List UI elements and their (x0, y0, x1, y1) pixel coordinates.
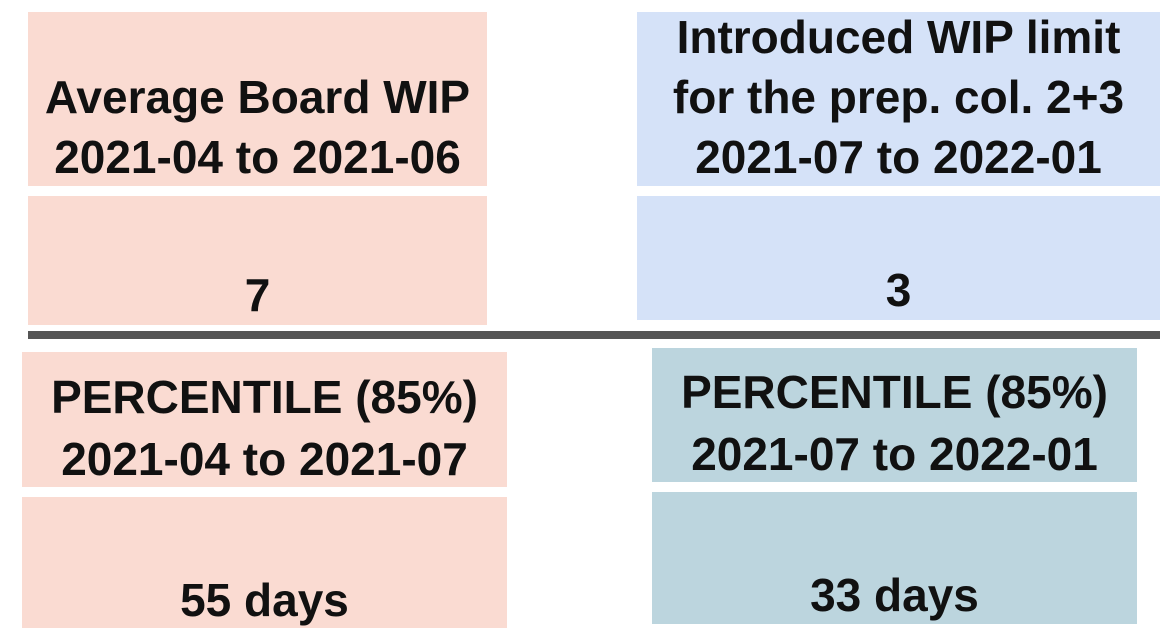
title-line: for the prep. col. 2+3 (672, 71, 1125, 123)
value-box: 3 (637, 196, 1160, 320)
value-box: 33 days (652, 492, 1137, 624)
value-box: 55 days (22, 497, 507, 628)
title-line: 2021-04 to 2021-07 (61, 433, 468, 485)
title-line: 2021-07 to 2022-01 (695, 131, 1102, 183)
title-box: PERCENTILE (85%) 2021-04 to 2021-07 (22, 352, 507, 487)
value: 7 (244, 269, 271, 321)
value: 33 days (810, 569, 979, 621)
title-box: Average Board WIP 2021-04 to 2021-06 (28, 12, 487, 186)
value: 55 days (180, 574, 349, 626)
title-box: Introduced WIP limit for the prep. col. … (637, 12, 1160, 186)
title-line: PERCENTILE (85%) (681, 366, 1108, 418)
value-box: 7 (28, 196, 487, 325)
separator (28, 331, 1160, 339)
title-line: 2021-04 to 2021-06 (54, 131, 461, 183)
title-line: Introduced WIP limit (676, 11, 1121, 63)
title-line: PERCENTILE (85%) (51, 371, 478, 423)
title-box: PERCENTILE (85%) 2021-07 to 2022-01 (652, 348, 1137, 482)
value: 3 (885, 264, 912, 316)
title-line: Average Board WIP (44, 71, 471, 123)
title-line: 2021-07 to 2022-01 (691, 428, 1098, 480)
